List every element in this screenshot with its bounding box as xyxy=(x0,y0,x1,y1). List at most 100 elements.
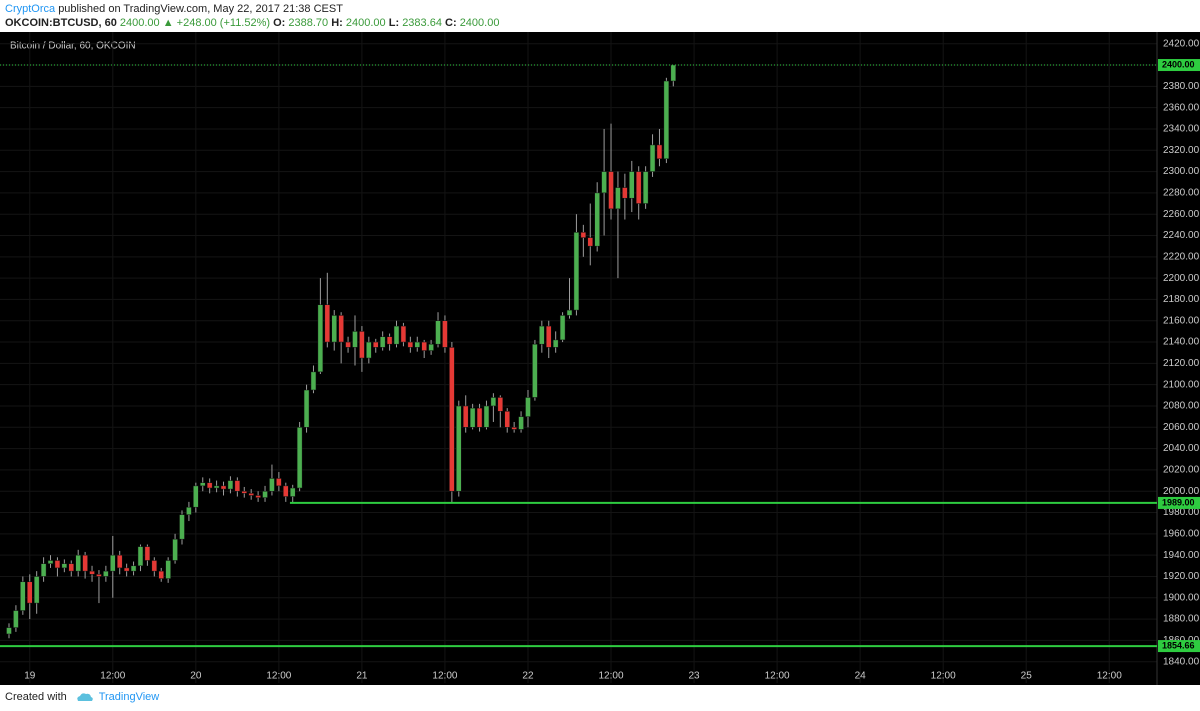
candle-body xyxy=(663,80,670,160)
logo xyxy=(77,693,93,702)
ohlc-label: H: xyxy=(331,17,343,29)
y-tick-label: 1940.00 xyxy=(1163,550,1200,561)
y-tick-label: 2100.00 xyxy=(1163,379,1200,390)
candle-body xyxy=(608,171,614,210)
candle-body xyxy=(552,339,559,348)
candle-body xyxy=(54,560,61,569)
candle-body xyxy=(137,546,144,567)
header-line: CryptOrca published on TradingView.com, … xyxy=(5,3,343,15)
candle-body xyxy=(123,567,130,572)
candle-body xyxy=(130,565,137,572)
y-tick-label: 2340.00 xyxy=(1163,124,1200,135)
candle-body xyxy=(580,232,587,238)
ohlc-value: 2383.64 xyxy=(402,17,442,29)
y-tick-label: 2060.00 xyxy=(1163,422,1200,433)
candle-body xyxy=(345,341,351,348)
y-tick-label: 2180.00 xyxy=(1163,294,1200,305)
candle-body xyxy=(670,64,677,82)
y-tick-label: 1920.00 xyxy=(1163,571,1200,582)
y-tick-label: 2020.00 xyxy=(1163,465,1200,476)
x-tick-label: 22 xyxy=(522,671,534,682)
candle-body xyxy=(559,315,566,341)
last: 2400.00 xyxy=(119,17,160,29)
candle-body xyxy=(303,389,310,428)
background xyxy=(0,32,1200,685)
candle-body xyxy=(545,325,552,348)
ohlc-value: 2400.00 xyxy=(345,17,386,29)
candle-body xyxy=(366,341,372,359)
candle-body xyxy=(13,610,19,628)
candle-body xyxy=(193,485,199,508)
x-tick-label: 19 xyxy=(24,671,36,682)
candle-body xyxy=(276,478,282,487)
candle-body xyxy=(338,315,344,343)
candle-body xyxy=(532,343,538,398)
y-tick-label: 2360.00 xyxy=(1163,102,1200,113)
candle-body xyxy=(518,416,524,430)
author[interactable]: CryptOrca xyxy=(5,3,56,15)
candle-body xyxy=(206,482,213,489)
candle-body xyxy=(158,570,164,579)
candle-body xyxy=(6,627,12,635)
y-tick-label: 1840.00 xyxy=(1163,656,1200,667)
candle-body xyxy=(82,554,88,572)
candle-body xyxy=(352,331,358,348)
x-tick-label: 12:00 xyxy=(931,671,956,682)
x-tick-label: 12:00 xyxy=(599,671,624,682)
candle-body xyxy=(68,563,75,572)
candle-body xyxy=(400,325,407,343)
x-tick-label: 23 xyxy=(688,671,700,682)
ohlc-value: 2388.70 xyxy=(288,17,329,29)
ohlc-label: C: xyxy=(445,17,457,29)
candle-body xyxy=(317,304,324,373)
candle-body xyxy=(283,485,289,497)
ohlc-value: 2400.00 xyxy=(459,17,500,29)
candle-body xyxy=(587,237,594,247)
ohlc-label: L: xyxy=(388,17,400,29)
candle-body xyxy=(27,581,33,604)
price-label: 1989.00 xyxy=(1162,497,1195,507)
candle-body xyxy=(642,171,649,204)
candle-body xyxy=(490,397,497,407)
candle-body xyxy=(200,482,206,487)
x-tick-label: 25 xyxy=(1021,671,1033,682)
y-tick-label: 2040.00 xyxy=(1163,443,1200,454)
candle-body xyxy=(75,554,81,572)
candle-body xyxy=(331,315,337,343)
candle-body xyxy=(40,563,47,577)
candle-body xyxy=(61,563,68,569)
candle-body xyxy=(428,343,434,351)
candle-body xyxy=(449,347,455,492)
candle-body xyxy=(504,411,510,428)
candle-body xyxy=(151,560,158,572)
candle-body xyxy=(456,405,462,492)
candle-body xyxy=(393,325,400,345)
y-tick-label: 2420.00 xyxy=(1163,38,1200,49)
x-tick-label: 12:00 xyxy=(432,671,457,682)
candle-body xyxy=(179,514,185,540)
candle-body xyxy=(435,320,441,345)
chart-title: Bitcoin / Dollar, 60, OKCOIN xyxy=(10,41,136,52)
y-tick-label: 2220.00 xyxy=(1163,251,1200,262)
y-tick-label: 1900.00 xyxy=(1163,592,1200,603)
y-tick-label: 2380.00 xyxy=(1163,81,1200,92)
candle-body xyxy=(379,336,386,348)
candle-body xyxy=(462,405,469,428)
y-tick-label: 2300.00 xyxy=(1163,166,1200,177)
x-tick-label: 12:00 xyxy=(266,671,291,682)
chart: Bitcoin / Dollar, 60, OKCOIN 1840.001860… xyxy=(0,32,1200,685)
y-tick-label: 1980.00 xyxy=(1163,507,1200,518)
y-tick-label: 2280.00 xyxy=(1163,188,1200,199)
candle-body xyxy=(635,171,642,204)
candle-body xyxy=(269,478,275,492)
candle-body xyxy=(96,574,102,577)
candle-body xyxy=(622,187,628,199)
candle-body xyxy=(20,581,26,611)
footer-text: Created with xyxy=(5,691,67,703)
brand[interactable]: TradingView xyxy=(98,691,160,703)
candle-body xyxy=(241,490,248,494)
x-tick-label: 21 xyxy=(356,671,368,682)
symbol: OKCOIN:BTCUSD, 60 xyxy=(5,17,117,29)
candle-body xyxy=(525,397,531,417)
x-tick-label: 12:00 xyxy=(765,671,790,682)
